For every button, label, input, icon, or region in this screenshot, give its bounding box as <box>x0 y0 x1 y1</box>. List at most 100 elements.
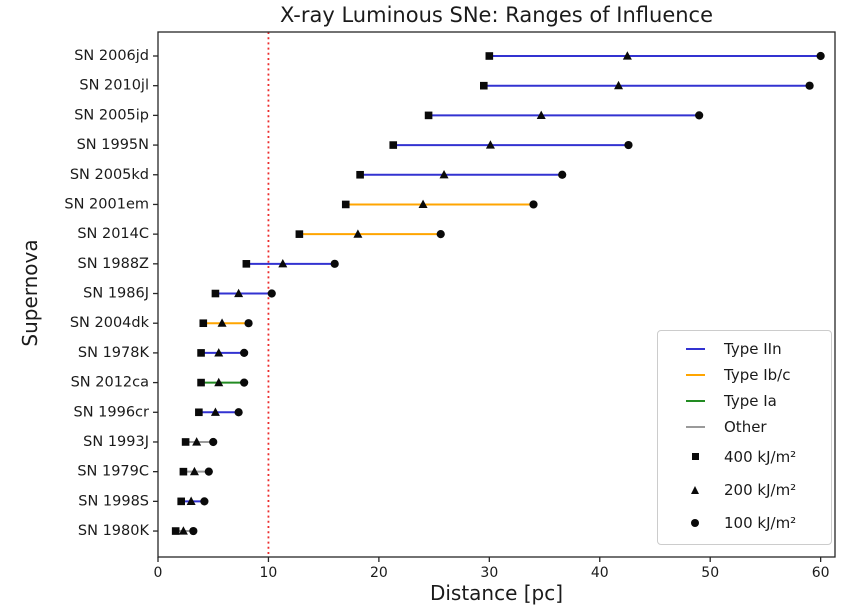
legend-label: Type Ia <box>724 392 777 410</box>
marker-100kj-circle <box>624 140 633 150</box>
x-axis-label: Distance [pc] <box>429 581 564 605</box>
plot-border <box>157 31 836 558</box>
marker-100kj-circle <box>189 526 198 536</box>
row-label: SN 1998S <box>78 493 149 509</box>
x-tick-label: 50 <box>701 565 719 581</box>
marker-100kj-circle <box>267 289 276 298</box>
marker-200kj-triangle <box>622 51 632 60</box>
triangle-marker-icon <box>691 485 699 494</box>
marker-200kj-triangle <box>278 259 288 268</box>
marker-100kj-circle <box>209 437 218 447</box>
marker-100kj-circle <box>816 51 825 61</box>
legend-label: 200 kJ/m² <box>724 480 797 499</box>
marker-100kj-circle <box>244 319 253 328</box>
row-label: SN 2014C <box>77 226 149 242</box>
row-label: SN 2010jl <box>79 78 149 94</box>
marker-400kj-square <box>197 349 205 357</box>
legend-label: 100 kJ/m² <box>724 513 797 532</box>
type-iin-line-icon <box>685 348 705 350</box>
row-label: SN 1986J <box>83 286 149 302</box>
marker-200kj-triangle <box>186 496 196 505</box>
marker-200kj-triangle <box>189 466 199 476</box>
marker-400kj-square <box>199 319 208 328</box>
chart-title: X-ray Luminous SNe: Ranges of Influence <box>279 3 714 27</box>
legend-item-type-other: Other <box>666 414 831 440</box>
marker-400kj-square <box>195 408 203 417</box>
legend: Type IIn Type Ib/c Type Ia Other 400 kJ/… <box>657 330 832 545</box>
row-label: SN 2006jd <box>74 48 149 64</box>
legend-item-200kj: 200 kJ/m² <box>666 473 831 506</box>
marker-400kj-square <box>295 230 304 238</box>
row-label: SN 2012ca <box>71 375 149 391</box>
row-label: SN 2005kd <box>70 167 149 183</box>
legend-label: Type IIn <box>724 340 782 358</box>
marker-400kj-square <box>356 170 364 179</box>
x-tick-label: 0 <box>154 565 163 581</box>
marker-200kj-triangle <box>178 526 188 535</box>
row-label: SN 1980K <box>78 523 150 539</box>
row-label: SN 1978K <box>78 345 150 361</box>
marker-200kj-triangle <box>614 80 624 90</box>
marker-400kj-square <box>211 289 220 298</box>
row-label: SN 1995N <box>77 137 149 153</box>
marker-400kj-square <box>424 111 433 120</box>
legend-label: Other <box>724 418 767 436</box>
marker-200kj-triangle <box>353 229 363 238</box>
marker-400kj-square <box>479 81 488 90</box>
marker-400kj-square <box>181 438 190 446</box>
row-label: SN 1996cr <box>74 404 150 420</box>
legend-item-100kj: 100 kJ/m² <box>666 506 831 539</box>
marker-100kj-circle <box>240 348 249 357</box>
legend-item-type-ibc: Type Ib/c <box>666 362 831 388</box>
legend-item-type-ia: Type Ia <box>666 388 831 414</box>
marker-400kj-square <box>197 378 205 387</box>
x-tick-label: 30 <box>480 565 498 581</box>
other-line-icon <box>685 426 705 428</box>
circle-marker-icon <box>691 518 699 527</box>
row-label: SN 2004dk <box>70 315 150 331</box>
legend-label: 400 kJ/m² <box>724 447 797 466</box>
marker-100kj-circle <box>529 200 538 209</box>
marker-100kj-circle <box>558 170 567 179</box>
marker-200kj-triangle <box>214 348 224 357</box>
marker-400kj-square <box>177 497 185 506</box>
x-tick-label: 40 <box>591 565 609 581</box>
marker-200kj-triangle <box>192 437 202 446</box>
marker-400kj-square <box>389 141 398 149</box>
marker-100kj-circle <box>695 111 704 120</box>
marker-100kj-circle <box>805 81 814 90</box>
marker-200kj-triangle <box>234 288 244 298</box>
marker-100kj-circle <box>234 408 243 417</box>
row-label: SN 2001em <box>64 196 149 212</box>
legend-item-type-iin: Type IIn <box>666 336 831 362</box>
marker-200kj-triangle <box>210 407 220 416</box>
type-ia-line-icon <box>685 400 705 402</box>
marker-400kj-square <box>171 527 180 535</box>
x-tick-label: 20 <box>370 565 388 581</box>
marker-400kj-square <box>242 260 251 268</box>
type-ibc-line-icon <box>685 374 705 376</box>
marker-400kj-square <box>485 52 494 60</box>
legend-label: Type Ib/c <box>724 366 791 384</box>
marker-200kj-triangle <box>217 318 227 327</box>
marker-400kj-square <box>179 467 188 476</box>
row-label: SN 2005ip <box>74 107 149 123</box>
row-label: SN 1988Z <box>78 256 150 272</box>
marker-100kj-circle <box>204 467 213 476</box>
marker-200kj-triangle <box>214 377 224 387</box>
marker-100kj-circle <box>200 497 209 506</box>
marker-100kj-circle <box>436 230 445 239</box>
square-marker-icon <box>691 453 699 460</box>
x-tick-label: 10 <box>260 565 278 581</box>
row-label: SN 1979C <box>77 464 149 480</box>
marker-200kj-triangle <box>536 110 546 119</box>
x-tick-label: 60 <box>812 565 830 581</box>
marker-200kj-triangle <box>418 199 428 209</box>
row-label: SN 1993J <box>83 434 149 450</box>
legend-item-400kj: 400 kJ/m² <box>666 440 831 473</box>
marker-200kj-triangle <box>485 140 495 149</box>
marker-100kj-circle <box>240 378 249 387</box>
marker-400kj-square <box>341 200 350 209</box>
